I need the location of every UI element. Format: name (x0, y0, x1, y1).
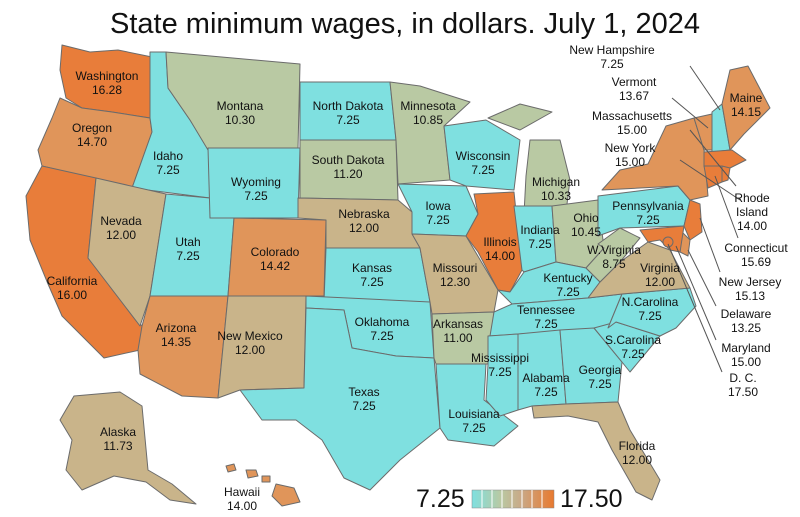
label-pennsylvania: Pennsylvania 7.25 (612, 199, 684, 227)
label-rhode-island: Rhode Island 14.00 (734, 191, 770, 233)
label-new-hampshire: New Hampshire 7.25 (569, 43, 655, 71)
label-kansas: Kansas 7.25 (352, 261, 392, 289)
state-louisiana[interactable] (435, 363, 519, 447)
label-iowa: Iowa 7.25 (425, 199, 451, 227)
label-maryland: Maryland 15.00 (721, 341, 770, 369)
label-georgia: Georgia 7.25 (579, 363, 622, 391)
label-new-jersey: New Jersey 15.13 (719, 275, 782, 303)
label-west-virginia: W.Virginia 8.75 (587, 243, 641, 271)
label-illinois: Illinois 14.00 (483, 235, 516, 263)
state-georgia[interactable] (559, 327, 623, 405)
label-washington: Washington 16.28 (76, 69, 139, 97)
state-massachusetts[interactable] (703, 149, 747, 169)
state-labels: Washington 16.28 Oregon 14.70 California 16… (47, 43, 789, 513)
label-indiana: Indiana 7.25 (520, 223, 560, 251)
label-arizona: Arizona 14.35 (156, 321, 197, 349)
label-vermont: Vermont 13.67 (612, 75, 657, 103)
label-north-dakota: North Dakota 7.25 (313, 99, 384, 127)
label-idaho: Idaho 7.25 (153, 149, 183, 177)
state-new-jersey[interactable] (683, 199, 703, 241)
label-kentucky: Kentucky 7.25 (543, 271, 592, 299)
label-wisconsin: Wisconsin 7.25 (456, 149, 511, 177)
states (25, 44, 771, 507)
label-montana: Montana 10.30 (217, 99, 264, 127)
state-hawaii[interactable] (225, 463, 301, 507)
label-new-york: New York 15.00 (605, 141, 657, 169)
label-nebraska: Nebraska 12.00 (338, 207, 390, 235)
label-utah: Utah 7.25 (175, 235, 200, 263)
label-oklahoma: Oklahoma 7.25 (355, 315, 410, 343)
label-hawaii: Hawaii 14.00 (224, 485, 260, 513)
label-north-carolina: N.Carolina 7.25 (622, 295, 679, 323)
state-west-virginia[interactable] (585, 227, 641, 283)
label-missouri: Missouri 12.30 (433, 261, 478, 289)
label-south-carolina: S.Carolina 7.25 (605, 333, 661, 361)
state-nevada[interactable] (87, 177, 167, 327)
label-maine: Maine 14.15 (730, 91, 763, 119)
label-minnesota: Minnesota 10.85 (400, 99, 456, 127)
label-wyoming: Wyoming 7.25 (231, 175, 281, 203)
label-virginia: Virginia 12.00 (640, 261, 680, 289)
label-south-dakota: South Dakota 11.20 (312, 153, 385, 181)
label-tennessee: Tennessee 7.25 (517, 303, 575, 331)
label-delaware: Delaware 13.25 (721, 307, 772, 335)
label-alaska: Alaska 11.73 (100, 425, 136, 453)
label-texas: Texas 7.25 (348, 385, 379, 413)
legend-min-label: 7.25 (416, 485, 465, 513)
label-california: California 16.00 (47, 274, 98, 302)
map-title: State minimum wages, in dollars. July 1,… (110, 8, 700, 40)
leader-lines (667, 65, 741, 373)
legend-max-label: 17.50 (560, 485, 623, 513)
state-wisconsin[interactable] (443, 119, 521, 191)
state-alaska[interactable] (59, 391, 197, 505)
label-oregon: Oregon 14.70 (72, 121, 112, 149)
label-ohio: Ohio 10.45 (571, 211, 601, 239)
state-florida[interactable] (531, 401, 661, 501)
label-nevada: Nevada 12.00 (100, 214, 142, 242)
label-alabama: Alabama 7.25 (522, 371, 570, 399)
dc-marker[interactable] (662, 236, 674, 248)
legend-ticks (481, 490, 543, 508)
label-colorado: Colorado 14.42 (251, 245, 300, 273)
label-new-mexico: New Mexico 12.00 (217, 329, 283, 357)
label-dc: D. C. 17.50 (728, 371, 758, 399)
state-texas[interactable] (239, 307, 441, 491)
label-louisiana: Louisiana 7.25 (448, 407, 500, 435)
label-connecticut: Connecticut 15.69 (724, 241, 788, 269)
label-arkansas: Arkansas 11.00 (433, 317, 483, 345)
label-michigan: Michigan 10.33 (532, 175, 580, 203)
label-mississippi: Mississippi 7.25 (471, 351, 529, 379)
label-florida: Florida 12.00 (619, 439, 656, 467)
legend: 7.25 17.50 (416, 485, 623, 513)
label-massachusetts: Massachusetts 15.00 (592, 109, 672, 137)
